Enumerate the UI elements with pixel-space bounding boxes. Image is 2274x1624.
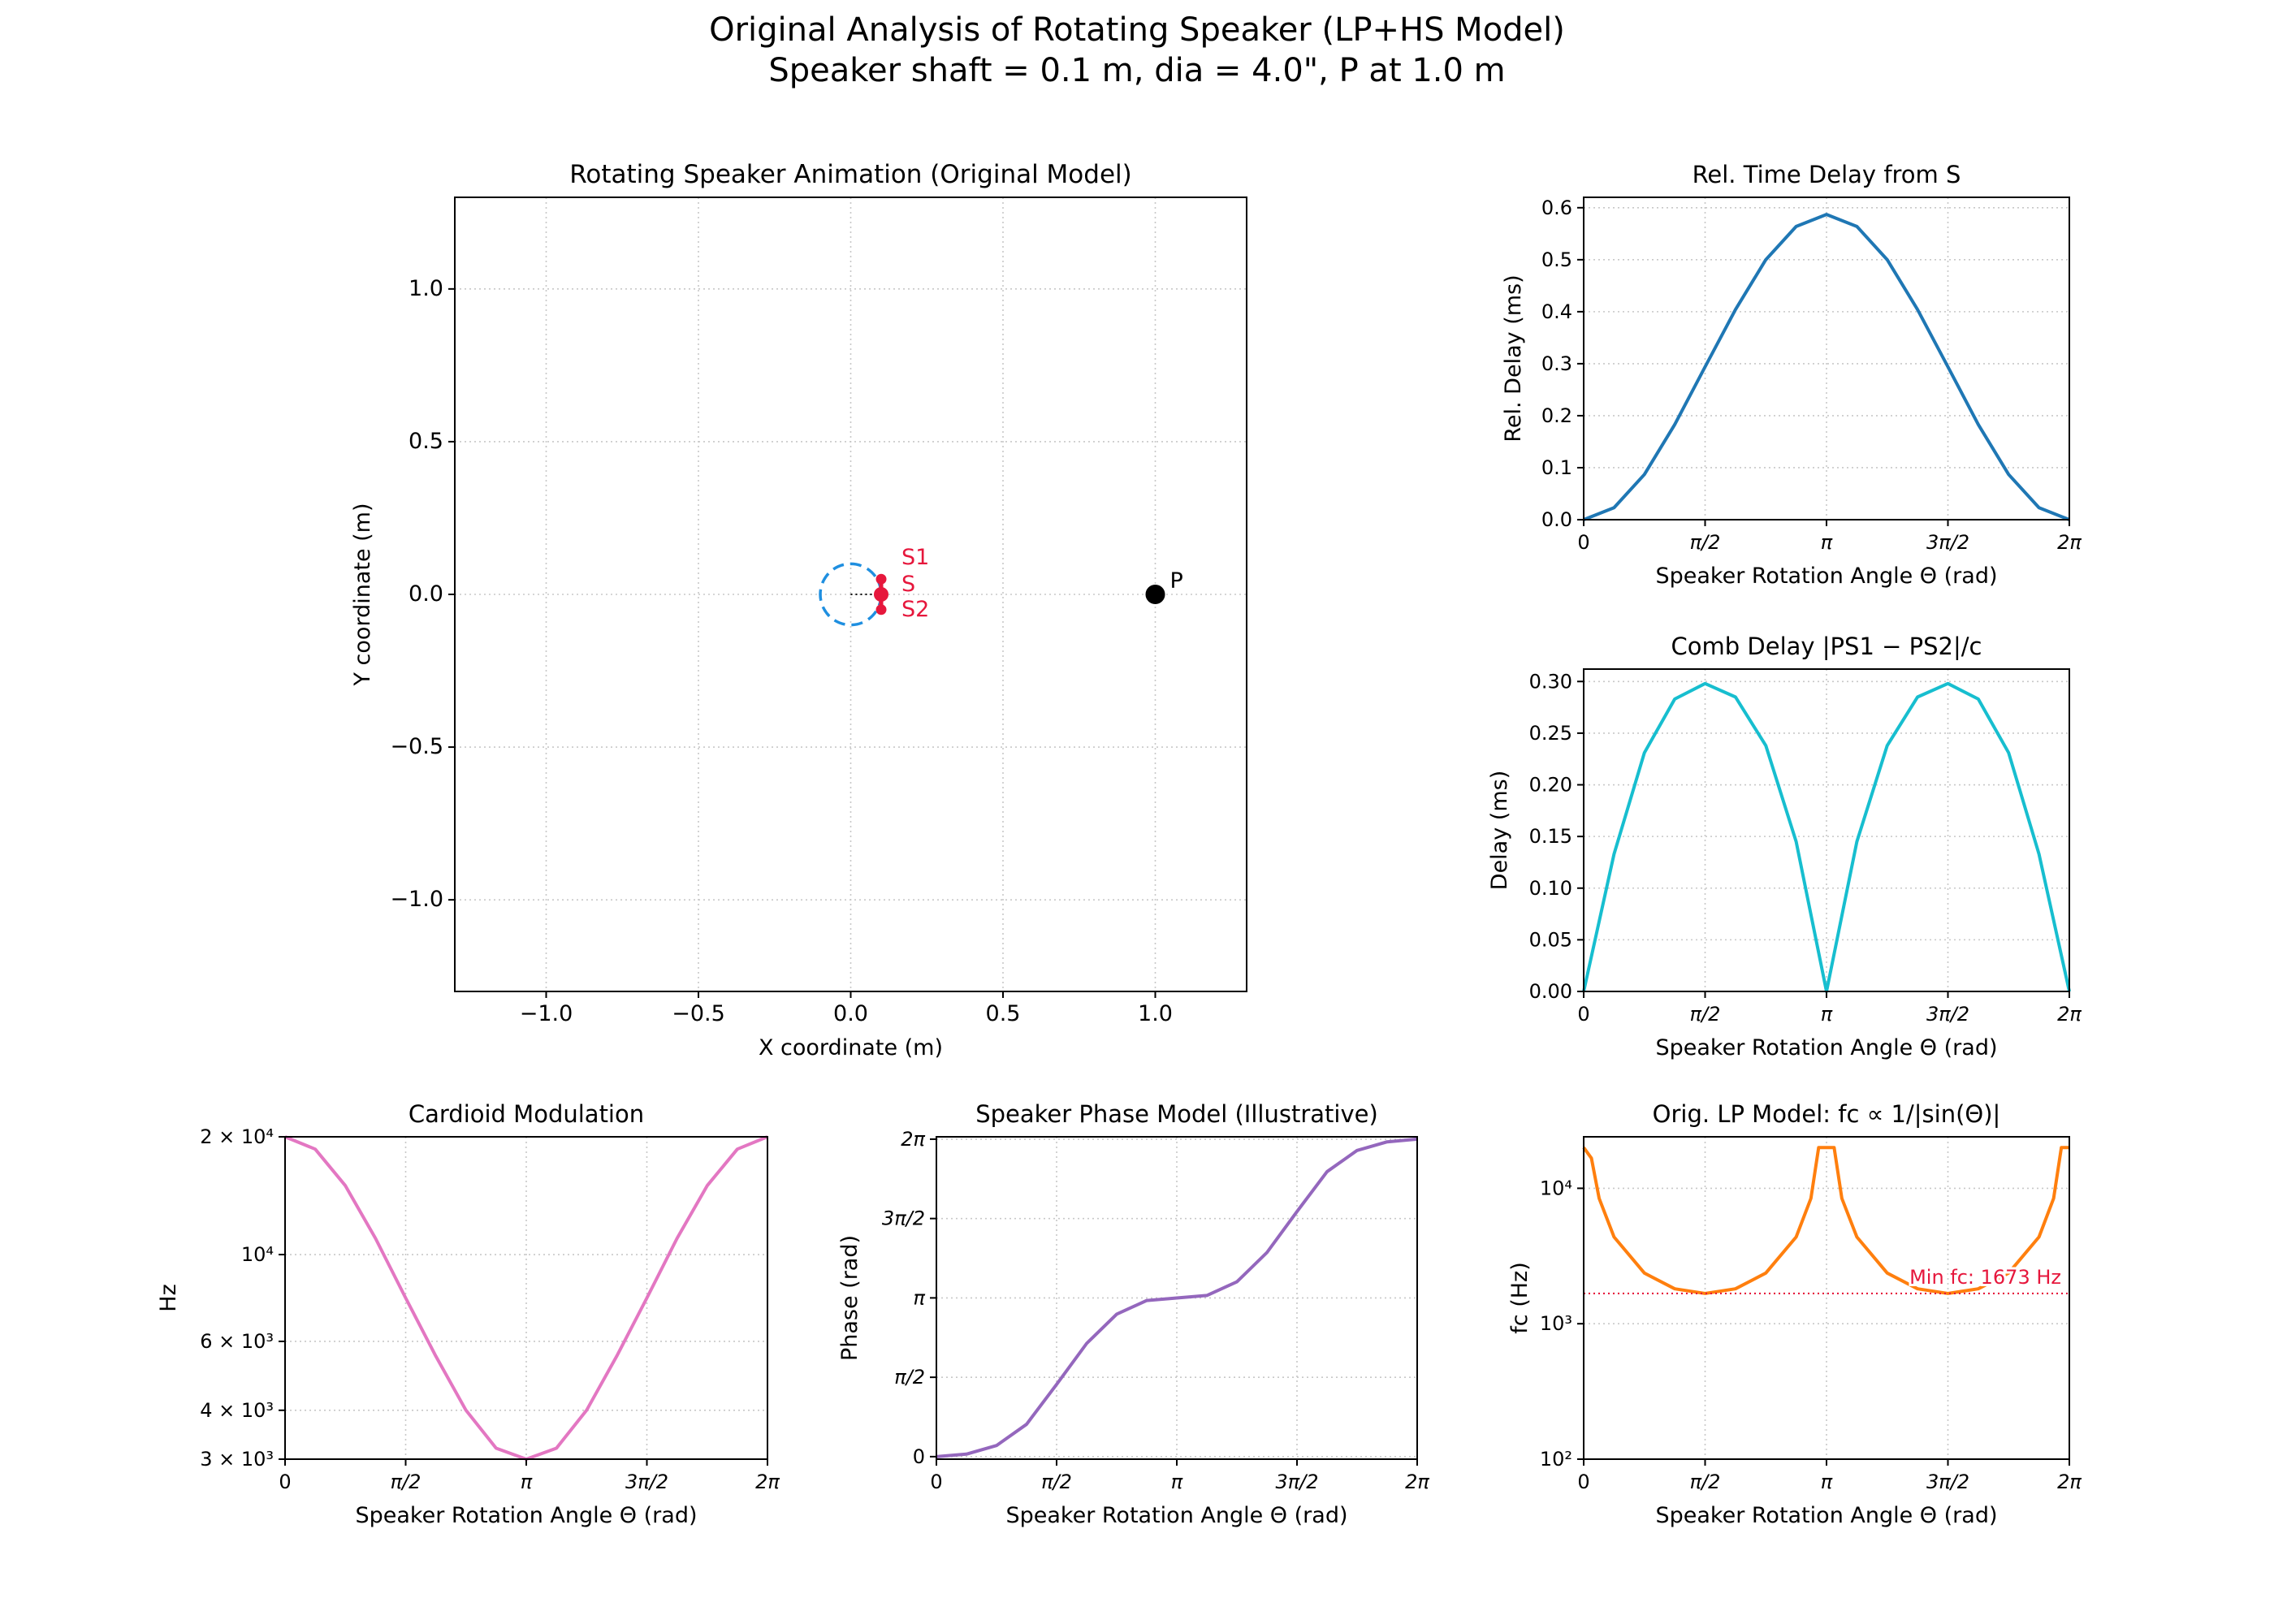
lp_model-xlabel: Speaker Rotation Angle Θ (rad): [1655, 1503, 1997, 1528]
label-s1: S1: [901, 545, 929, 570]
cardioid-xtick-label-1: π/2: [391, 1471, 422, 1493]
rel_delay-xlabel: Speaker Rotation Angle Θ (rad): [1655, 564, 1997, 589]
lp_model-series-line: [1582, 1146, 2069, 1295]
phase-ytick-label-1: π/2: [894, 1366, 925, 1389]
comb_delay-xtick-label-1: π/2: [1690, 1003, 1721, 1026]
rel_delay-ytick-label-4: 0.4: [1541, 300, 1572, 323]
figure-title-line2: Speaker shaft = 0.1 m, dia = 4.0", P at …: [768, 52, 1506, 89]
phase-ytick-label-0: 0: [913, 1445, 925, 1468]
lp_model-ytick-label-1: 10³: [1540, 1312, 1572, 1335]
comb_delay-ytick-label-0: 0.00: [1529, 980, 1572, 1003]
comb_delay-xtick-label-0: 0: [1577, 1003, 1589, 1026]
lp_model-ytick-label-2: 10⁴: [1540, 1177, 1572, 1199]
lp_model-ytick-label-0: 10²: [1540, 1448, 1572, 1471]
phase-xtick-label-2: π: [1171, 1471, 1183, 1493]
rel_delay-ytick-label-5: 0.5: [1541, 248, 1572, 271]
label-s2: S2: [901, 597, 929, 622]
phase-ylabel: Phase (rad): [837, 1235, 862, 1361]
lp_model-xtick-label-0: 0: [1577, 1471, 1589, 1493]
comb_delay-xtick-label-4: 2π: [2057, 1003, 2082, 1026]
animation-xtick-label-1: −0.5: [672, 1001, 725, 1026]
lp_model-xtick-label-4: 2π: [2057, 1471, 2082, 1493]
cardioid-ytick-label-4: 2 × 10⁴: [200, 1125, 274, 1148]
rel_delay-xtick-label-3: 3π/2: [1926, 531, 1969, 554]
cardioid-xtick-label-4: 2π: [755, 1471, 780, 1493]
phase-title: Speaker Phase Model (Illustrative): [975, 1100, 1378, 1128]
phase-xtick-label-0: 0: [930, 1471, 942, 1493]
cardioid-xlabel: Speaker Rotation Angle Θ (rad): [355, 1503, 697, 1528]
rel_delay-xtick-label-2: π: [1821, 531, 1833, 554]
phase-xtick-label-1: π/2: [1041, 1471, 1072, 1493]
phase-xtick-label-3: 3π/2: [1275, 1471, 1318, 1493]
rel_delay-xtick-label-4: 2π: [2057, 531, 2082, 554]
rel_delay-xtick-label-0: 0: [1577, 531, 1589, 554]
phase-ytick-label-2: π: [914, 1286, 926, 1309]
animation-ytick-label-4: 1.0: [409, 276, 443, 301]
comb_delay-series-line: [1582, 681, 2071, 993]
cardioid-title: Cardioid Modulation: [409, 1100, 644, 1128]
animation-xtick-label-2: 0.0: [833, 1001, 868, 1026]
comb_delay-xtick-label-2: π: [1821, 1003, 1833, 1026]
animation-ytick-label-0: −1.0: [390, 887, 443, 912]
animation-xtick-label-3: 0.5: [986, 1001, 1021, 1026]
point-s1: [875, 573, 887, 585]
animation-ytick-label-3: 0.5: [409, 429, 443, 454]
comb_delay-ytick-label-1: 0.05: [1529, 928, 1572, 951]
comb_delay-ytick-label-6: 0.30: [1529, 670, 1572, 693]
cardioid-xtick-label-2: π: [521, 1471, 533, 1493]
animation-xlabel: X coordinate (m): [759, 1035, 943, 1060]
point-p: [1145, 585, 1165, 604]
comb_delay-title: Comb Delay |PS1 − PS2|/c: [1671, 633, 1982, 660]
rel_delay-xtick-label-1: π/2: [1690, 531, 1721, 554]
cardioid-ytick-label-2: 6 × 10³: [200, 1330, 274, 1353]
point-s: [874, 587, 888, 602]
comb_delay-ylabel: Delay (ms): [1487, 771, 1512, 890]
comb_delay-xtick-label-3: 3π/2: [1926, 1003, 1969, 1026]
lp_model-xtick-label-2: π: [1821, 1471, 1833, 1493]
animation-ytick-label-1: −0.5: [390, 734, 443, 759]
rel_delay-series-line: [1583, 213, 2070, 521]
cardioid-xtick-label-0: 0: [279, 1471, 291, 1493]
phase-xtick-label-4: 2π: [1405, 1471, 1429, 1493]
phase-series-line: [936, 1137, 1418, 1458]
comb_delay-ytick-label-3: 0.15: [1529, 825, 1572, 848]
phase-xlabel: Speaker Rotation Angle Θ (rad): [1005, 1503, 1347, 1528]
lp_model-annotation: Min fc: 1673 Hz: [1909, 1266, 2061, 1289]
animation-ytick-label-2: 0.0: [409, 581, 443, 607]
comb_delay-xlabel: Speaker Rotation Angle Θ (rad): [1655, 1035, 1997, 1060]
rel_delay-ytick-label-2: 0.2: [1541, 404, 1572, 427]
cardioid-xtick-label-3: 3π/2: [625, 1471, 668, 1493]
figure-title-line1: Original Analysis of Rotating Speaker (L…: [709, 11, 1565, 49]
cardioid-ytick-label-3: 10⁴: [241, 1243, 274, 1266]
phase-ytick-label-4: 2π: [901, 1128, 925, 1151]
point-s2: [875, 604, 887, 615]
animation-xtick-label-0: −1.0: [520, 1001, 573, 1026]
lp_model-ylabel: fc (Hz): [1507, 1262, 1533, 1333]
animation-title: Rotating Speaker Animation (Original Mod…: [569, 160, 1131, 189]
comb_delay-ytick-label-4: 0.20: [1529, 774, 1572, 797]
lp_model-title: Orig. LP Model: fc ∝ 1/|sin(Θ)|: [1653, 1100, 2001, 1128]
rel_delay-ytick-label-1: 0.1: [1541, 456, 1572, 479]
rel_delay-ytick-label-3: 0.3: [1541, 352, 1572, 375]
comb_delay-ytick-label-2: 0.10: [1529, 877, 1572, 900]
label-s: S: [901, 572, 915, 597]
cardioid-ylabel: Hz: [156, 1284, 181, 1311]
comb_delay-ytick-label-5: 0.25: [1529, 722, 1572, 745]
rel_delay-title: Rel. Time Delay from S: [1693, 161, 1961, 188]
rel_delay-ytick-label-0: 0.0: [1541, 508, 1572, 531]
lp_model-xtick-label-1: π/2: [1690, 1471, 1721, 1493]
animation-ylabel: Y coordinate (m): [350, 503, 375, 686]
lp_model-xtick-label-3: 3π/2: [1926, 1471, 1969, 1493]
animation-xtick-label-4: 1.0: [1138, 1001, 1173, 1026]
rel_delay-ylabel: Rel. Delay (ms): [1501, 274, 1526, 442]
rel_delay-ytick-label-6: 0.6: [1541, 197, 1572, 219]
label-p: P: [1170, 568, 1183, 594]
cardioid-ytick-label-1: 4 × 10³: [200, 1399, 274, 1422]
cardioid-ytick-label-0: 3 × 10³: [200, 1448, 274, 1471]
phase-ytick-label-3: 3π/2: [882, 1207, 925, 1230]
